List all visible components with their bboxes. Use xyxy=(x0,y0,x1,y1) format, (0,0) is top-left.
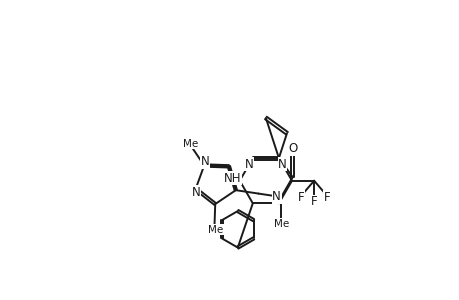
Text: O: O xyxy=(287,142,297,155)
Text: N: N xyxy=(200,155,209,168)
Text: Me: Me xyxy=(183,139,198,148)
Text: F: F xyxy=(297,190,304,204)
Text: F: F xyxy=(323,190,330,204)
Text: N: N xyxy=(244,158,253,171)
Text: NH: NH xyxy=(223,172,241,185)
Text: F: F xyxy=(310,195,317,208)
Text: Me: Me xyxy=(208,225,223,235)
Text: N: N xyxy=(191,186,200,199)
Text: N: N xyxy=(278,158,286,171)
Text: Me: Me xyxy=(273,219,288,229)
Text: N: N xyxy=(272,190,280,203)
